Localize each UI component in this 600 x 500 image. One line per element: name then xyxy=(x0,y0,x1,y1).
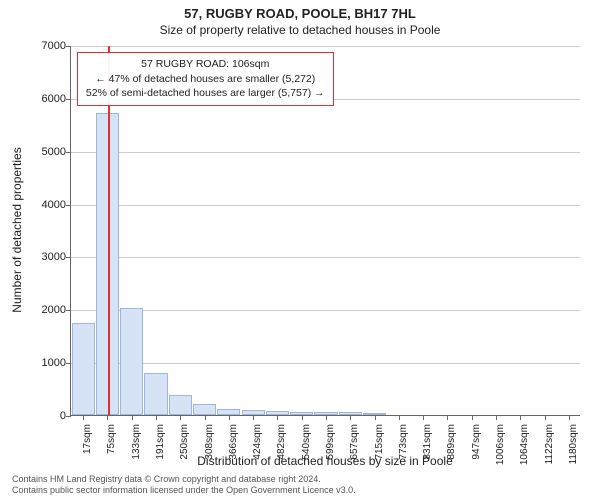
xtick-label: 482sqm xyxy=(276,424,287,468)
histogram-bar xyxy=(72,323,95,416)
ytick-label: 1000 xyxy=(26,357,66,369)
annot-line-1: 57 RUGBY ROAD: 106sqm xyxy=(86,57,325,72)
ytick-mark xyxy=(66,205,71,206)
xtick-label: 366sqm xyxy=(228,424,239,468)
xtick-label: 424sqm xyxy=(252,424,263,468)
xtick-label: 657sqm xyxy=(349,424,360,468)
xtick-label: 1180sqm xyxy=(568,424,579,468)
ytick-mark xyxy=(66,416,71,417)
ytick-label: 5000 xyxy=(26,146,66,158)
xtick-label: 17sqm xyxy=(82,424,93,468)
xtick-label: 889sqm xyxy=(446,424,457,468)
ytick-mark xyxy=(66,99,71,100)
xtick-label: 308sqm xyxy=(204,424,215,468)
gridline-h xyxy=(71,152,580,153)
xtick-mark xyxy=(447,415,448,420)
ytick-mark xyxy=(66,46,71,47)
xtick-mark xyxy=(496,415,497,420)
xtick-label: 599sqm xyxy=(325,424,336,468)
gridline-h xyxy=(71,205,580,206)
xtick-mark xyxy=(520,415,521,420)
ytick-label: 4000 xyxy=(26,199,66,211)
xtick-mark xyxy=(107,415,108,420)
ytick-mark xyxy=(66,152,71,153)
ytick-label: 6000 xyxy=(26,93,66,105)
xtick-label: 1006sqm xyxy=(495,424,506,468)
xtick-label: 250sqm xyxy=(179,424,190,468)
chart-title-main: 57, RUGBY ROAD, POOLE, BH17 7HL xyxy=(0,0,600,21)
xtick-label: 715sqm xyxy=(374,424,385,468)
gridline-h xyxy=(71,46,580,47)
histogram-bar xyxy=(144,373,167,415)
xtick-mark xyxy=(350,415,351,420)
xtick-mark xyxy=(326,415,327,420)
xtick-label: 773sqm xyxy=(398,424,409,468)
footer-line-2: Contains public sector information licen… xyxy=(12,485,356,496)
xtick-mark xyxy=(472,415,473,420)
gridline-h xyxy=(71,310,580,311)
histogram-bar xyxy=(169,395,192,415)
xtick-mark xyxy=(375,415,376,420)
xtick-mark xyxy=(156,415,157,420)
annot-line-2: ← 47% of detached houses are smaller (5,… xyxy=(86,72,325,87)
chart-container: 57, RUGBY ROAD, POOLE, BH17 7HL Size of … xyxy=(0,0,600,500)
y-axis-label: Number of detached properties xyxy=(10,147,24,312)
xtick-mark xyxy=(180,415,181,420)
xtick-label: 75sqm xyxy=(106,424,117,468)
footer-line-1: Contains HM Land Registry data © Crown c… xyxy=(12,474,356,485)
gridline-h xyxy=(71,363,580,364)
xtick-mark xyxy=(399,415,400,420)
ytick-mark xyxy=(66,363,71,364)
xtick-mark xyxy=(277,415,278,420)
xtick-mark xyxy=(132,415,133,420)
xtick-mark xyxy=(205,415,206,420)
xtick-mark xyxy=(302,415,303,420)
xtick-mark xyxy=(229,415,230,420)
xtick-mark xyxy=(569,415,570,420)
annot-line-3: 52% of semi-detached houses are larger (… xyxy=(86,86,325,101)
ytick-label: 0 xyxy=(26,410,66,422)
annotation-box: 57 RUGBY ROAD: 106sqm← 47% of detached h… xyxy=(77,52,334,106)
ytick-label: 7000 xyxy=(26,40,66,52)
xtick-label: 947sqm xyxy=(471,424,482,468)
ytick-mark xyxy=(66,310,71,311)
xtick-mark xyxy=(545,415,546,420)
histogram-bar xyxy=(193,404,216,415)
ytick-label: 2000 xyxy=(26,304,66,316)
xtick-mark xyxy=(423,415,424,420)
ytick-mark xyxy=(66,257,71,258)
xtick-label: 133sqm xyxy=(131,424,142,468)
xtick-label: 191sqm xyxy=(155,424,166,468)
xtick-mark xyxy=(83,415,84,420)
chart-footer: Contains HM Land Registry data © Crown c… xyxy=(12,474,356,497)
ytick-label: 3000 xyxy=(26,251,66,263)
gridline-h xyxy=(71,257,580,258)
xtick-label: 540sqm xyxy=(301,424,312,468)
chart-title-sub: Size of property relative to detached ho… xyxy=(0,21,600,37)
xtick-label: 1122sqm xyxy=(544,424,555,468)
histogram-bar xyxy=(120,308,143,415)
xtick-label: 831sqm xyxy=(422,424,433,468)
xtick-mark xyxy=(253,415,254,420)
xtick-label: 1064sqm xyxy=(519,424,530,468)
